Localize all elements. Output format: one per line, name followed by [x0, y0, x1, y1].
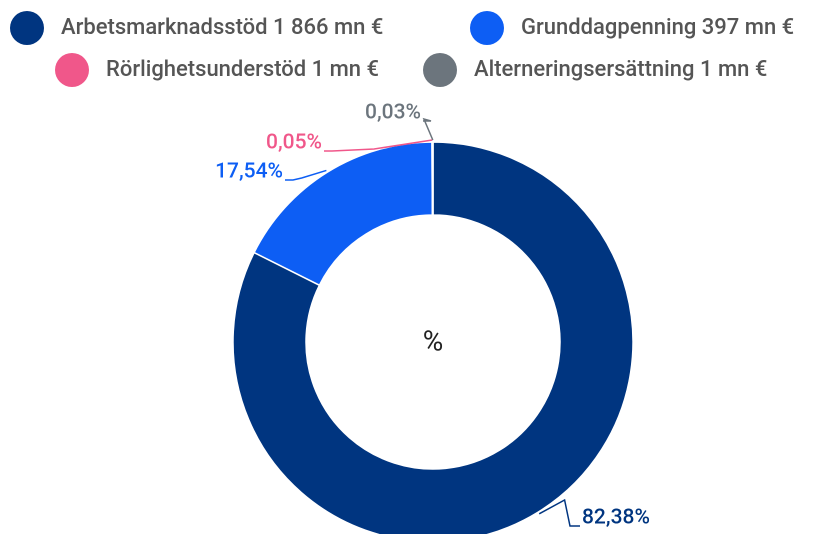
data-label: 0,03% — [365, 101, 421, 125]
legend-swatch — [470, 11, 504, 45]
legend-label: Grunddagpenning 397 mn € — [521, 15, 794, 40]
data-label: 17,54% — [215, 160, 283, 184]
legend-swatch — [10, 11, 44, 45]
donut-slice — [232, 141, 634, 534]
leader-line — [324, 139, 433, 152]
leader-line — [538, 498, 580, 527]
legend-swatch — [55, 53, 89, 87]
legend-label: Arbetsmarknadsstöd 1 866 mn € — [61, 15, 383, 40]
data-label: 0,05% — [266, 131, 322, 155]
legend-label: Rörlighetsunderstöd 1 mn € — [106, 57, 379, 82]
leader-line — [422, 117, 434, 141]
center-label: % — [423, 324, 444, 357]
leader-line — [285, 169, 327, 181]
legend-swatch — [423, 53, 457, 87]
data-label: 82,38% — [582, 506, 650, 530]
legend-label: Alterneringsersättning 1 mn € — [474, 57, 767, 82]
